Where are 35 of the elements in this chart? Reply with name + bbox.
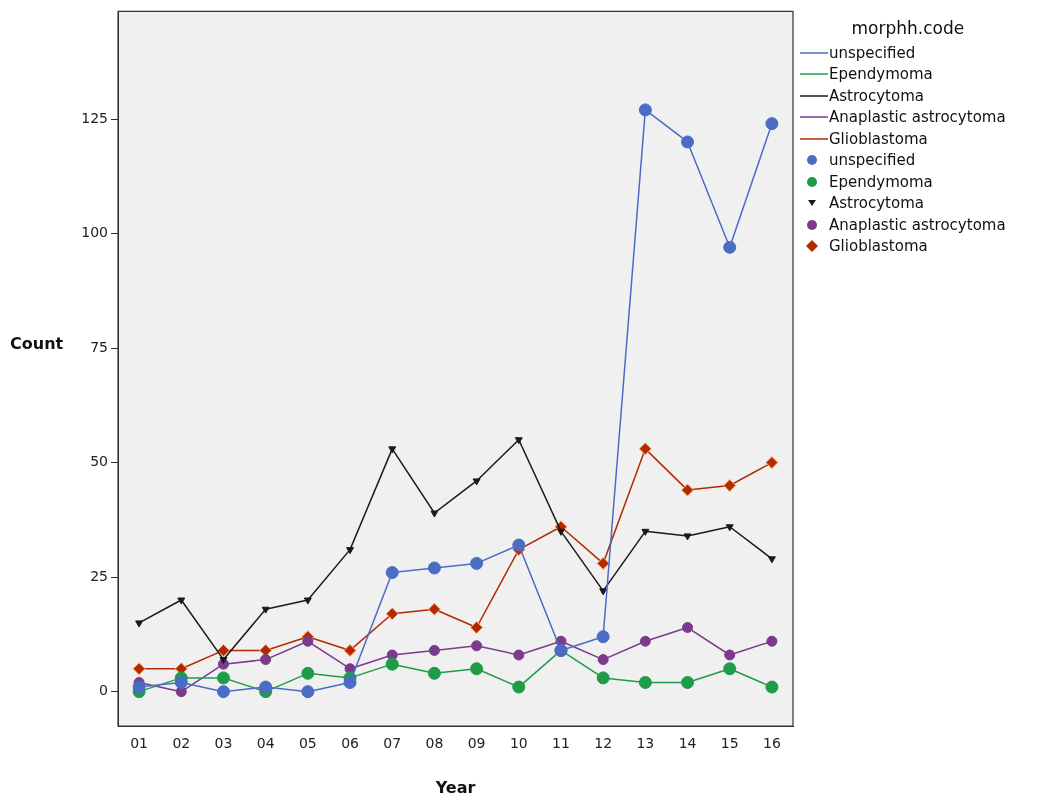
legend-label: unspecified xyxy=(829,151,916,170)
x-tick-label: 11 xyxy=(552,735,570,752)
x-tick-label: 05 xyxy=(298,735,317,752)
text: Glioblastoma xyxy=(829,129,928,148)
x-tick-label: 04 xyxy=(256,735,275,752)
y-tick-label: 125 xyxy=(81,109,108,126)
y-axis-title: Count xyxy=(10,333,64,353)
y-tick-label: 75 xyxy=(90,338,108,355)
x-tick-label: 06 xyxy=(341,735,360,752)
x-tick-label: 09 xyxy=(467,735,486,752)
legend-label: Ependymoma xyxy=(829,172,933,191)
x-tick-label: 13 xyxy=(636,735,655,752)
y-tick-label: 0 xyxy=(99,682,108,699)
x-tick-label: 08 xyxy=(425,735,444,752)
x-tick-label: 10 xyxy=(509,735,528,752)
text: Astrocytoma xyxy=(829,86,924,105)
x-tick-label: 01 xyxy=(130,735,149,752)
x-tick-label: 03 xyxy=(214,735,233,752)
x-tick-label: 02 xyxy=(172,735,191,752)
legend-title: morphh.code xyxy=(850,18,966,38)
x-axis-title: Year xyxy=(434,777,476,797)
x-tick-label: 12 xyxy=(594,735,613,752)
x-tick-label: 14 xyxy=(678,735,697,752)
legend-label: Astrocytoma xyxy=(829,194,924,213)
y-tick-label: 50 xyxy=(90,453,108,470)
legend-label: Glioblastoma xyxy=(829,237,928,256)
y-tick-label: 100 xyxy=(81,224,108,241)
x-tick-label: 07 xyxy=(383,735,402,752)
text: unspecified xyxy=(829,43,916,62)
x-tick-label: 16 xyxy=(762,735,781,752)
text: Ependymoma xyxy=(829,65,933,84)
x-tick-label: 15 xyxy=(720,735,739,752)
y-tick-label: 25 xyxy=(90,567,108,584)
text: Anaplastic astrocytoma xyxy=(829,108,1006,127)
legend-label: Anaplastic astrocytoma xyxy=(829,215,1006,234)
